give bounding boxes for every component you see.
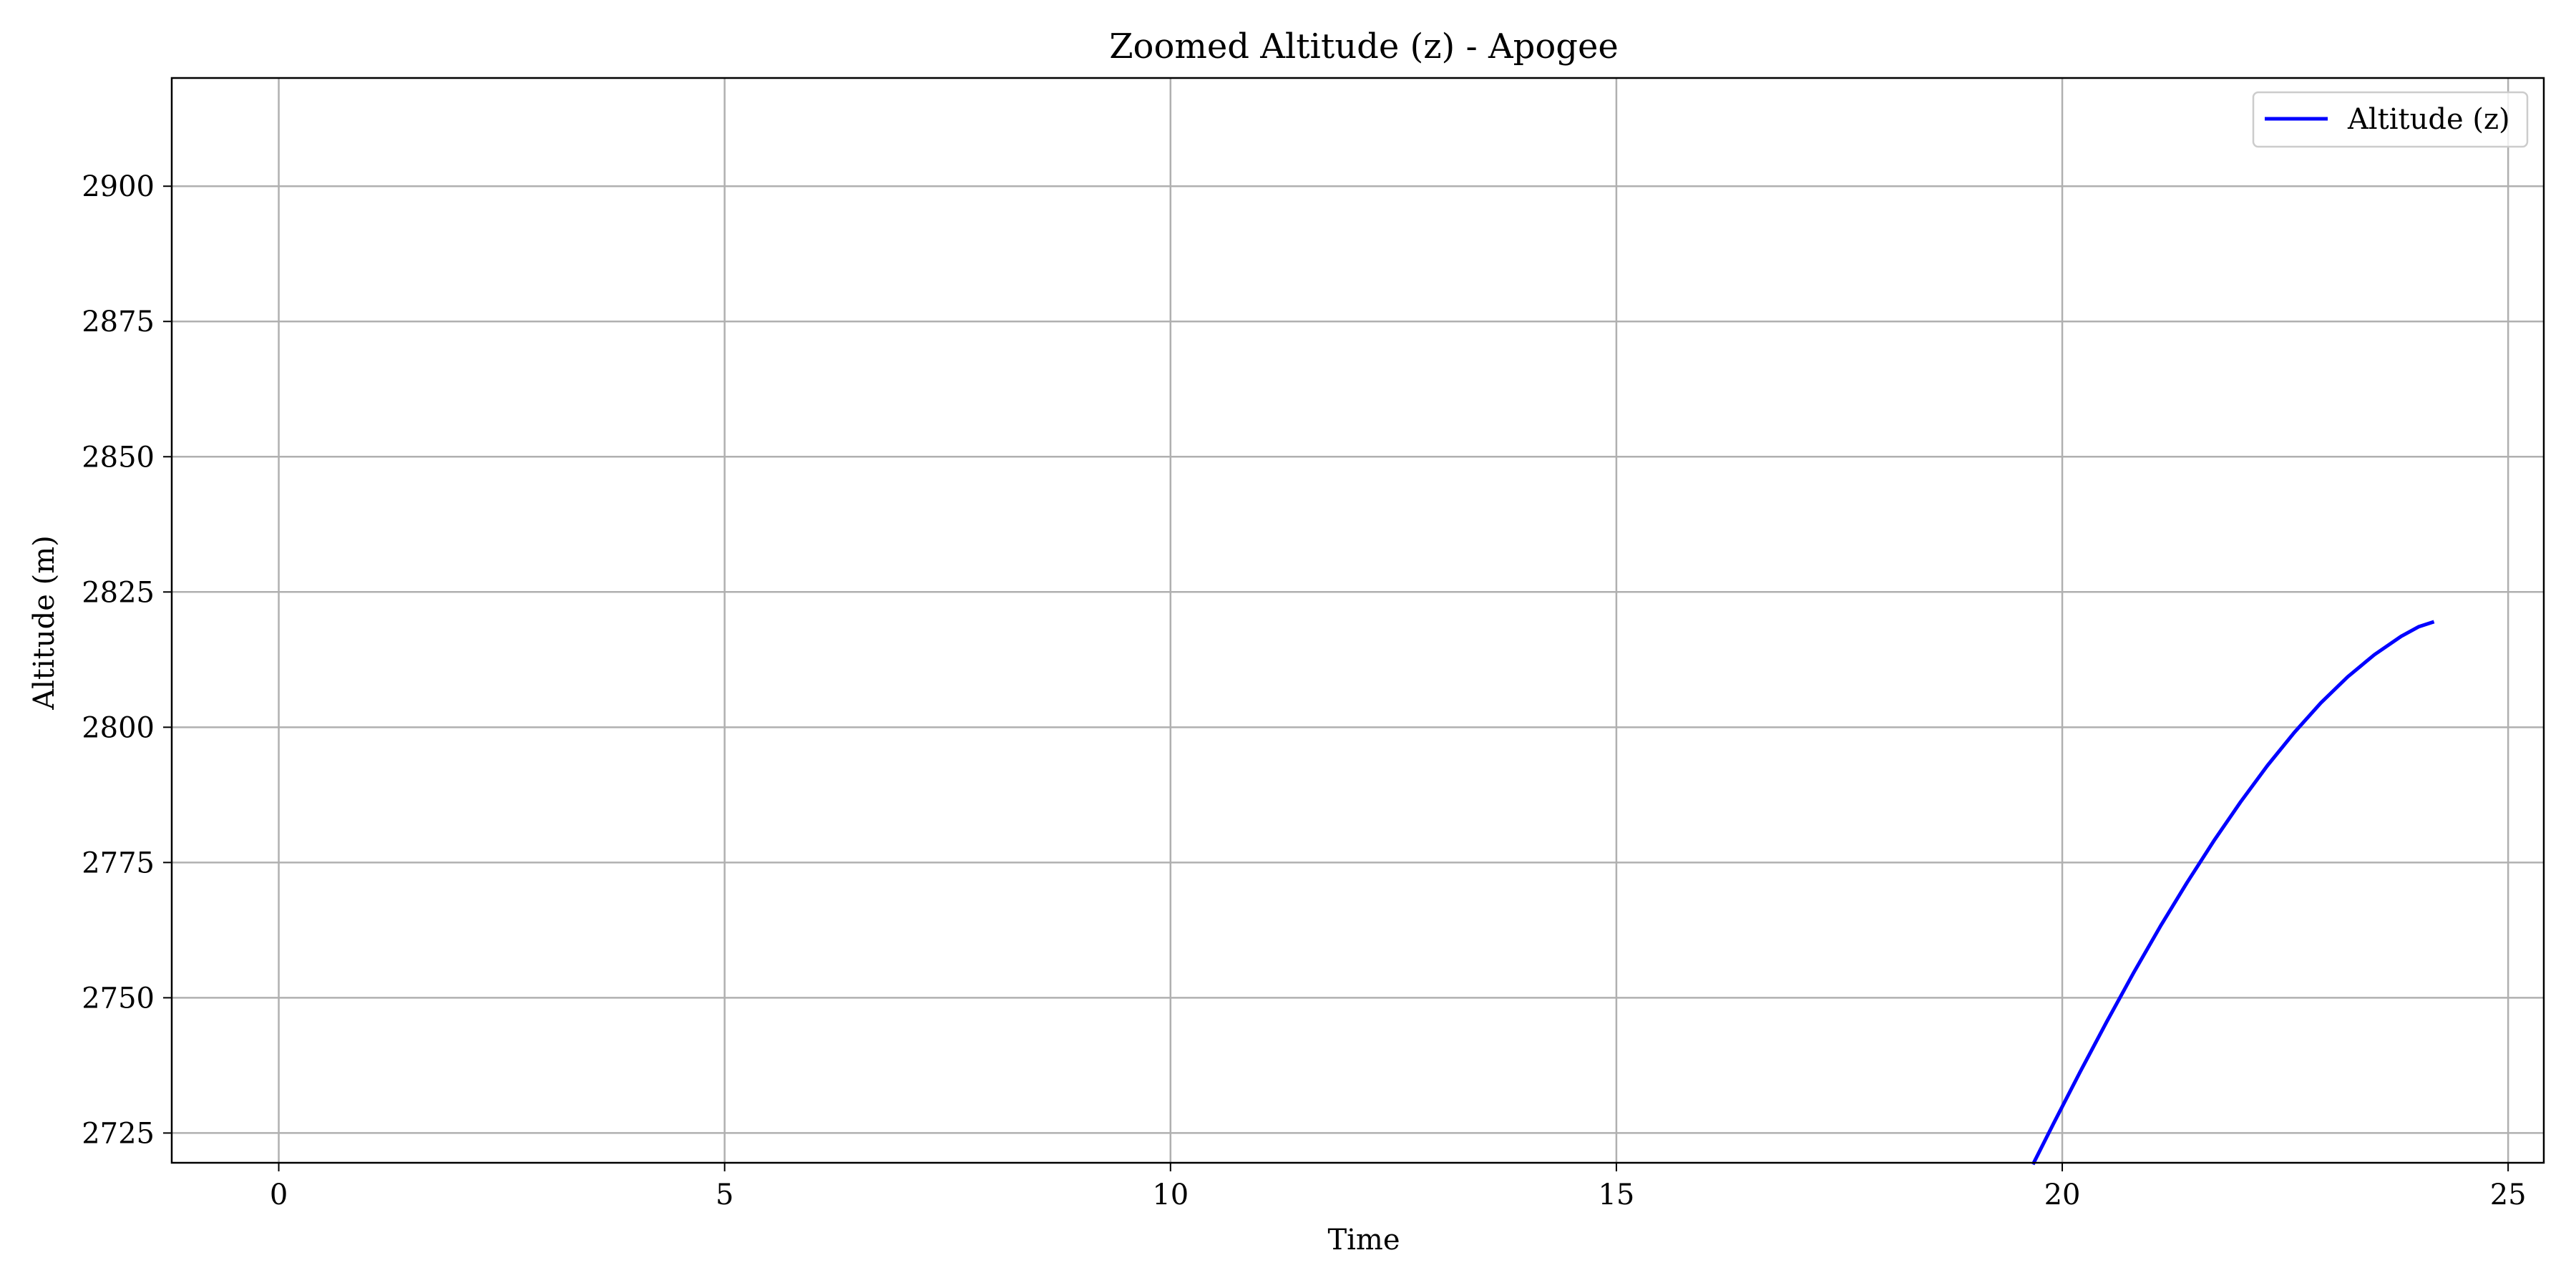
y-tick-label: 2875 [82, 306, 155, 338]
axis-ticks: 0 5 10 15 20 25 2725 2750 2775 2800 2825 2850 2875 29… [82, 170, 2526, 1211]
y-tick-label: 2825 [82, 576, 155, 609]
y-tick-label: 2750 [82, 982, 155, 1015]
grid [172, 78, 2544, 1163]
x-tick-label: 10 [1152, 1179, 1189, 1211]
y-tick-label: 2725 [82, 1117, 155, 1150]
series-layer [2031, 620, 2435, 1166]
chart-title: Zoomed Altitude (z) - Apogee [1109, 26, 1619, 67]
legend: Altitude (z) [2252, 91, 2529, 148]
legend-label: Altitude (z) [2347, 103, 2510, 136]
y-tick-label: 2775 [82, 847, 155, 879]
y-tick-label: 2900 [82, 170, 155, 203]
legend-box [2252, 91, 2529, 148]
plot-area-frame [170, 77, 2545, 1164]
x-tick-label: 5 [716, 1179, 733, 1211]
x-tick-label: 20 [2044, 1179, 2081, 1211]
y-axis-title: Altitude (m) [28, 535, 61, 711]
x-axis-title: Time [1327, 1224, 1400, 1257]
x-tick-label: 25 [2490, 1179, 2527, 1211]
y-tick-label: 2850 [82, 441, 155, 474]
x-tick-label: 0 [270, 1179, 288, 1211]
x-tick-label: 15 [1598, 1179, 1634, 1211]
series-line-altitude-z [2031, 620, 2435, 1166]
y-tick-label: 2800 [82, 711, 155, 744]
